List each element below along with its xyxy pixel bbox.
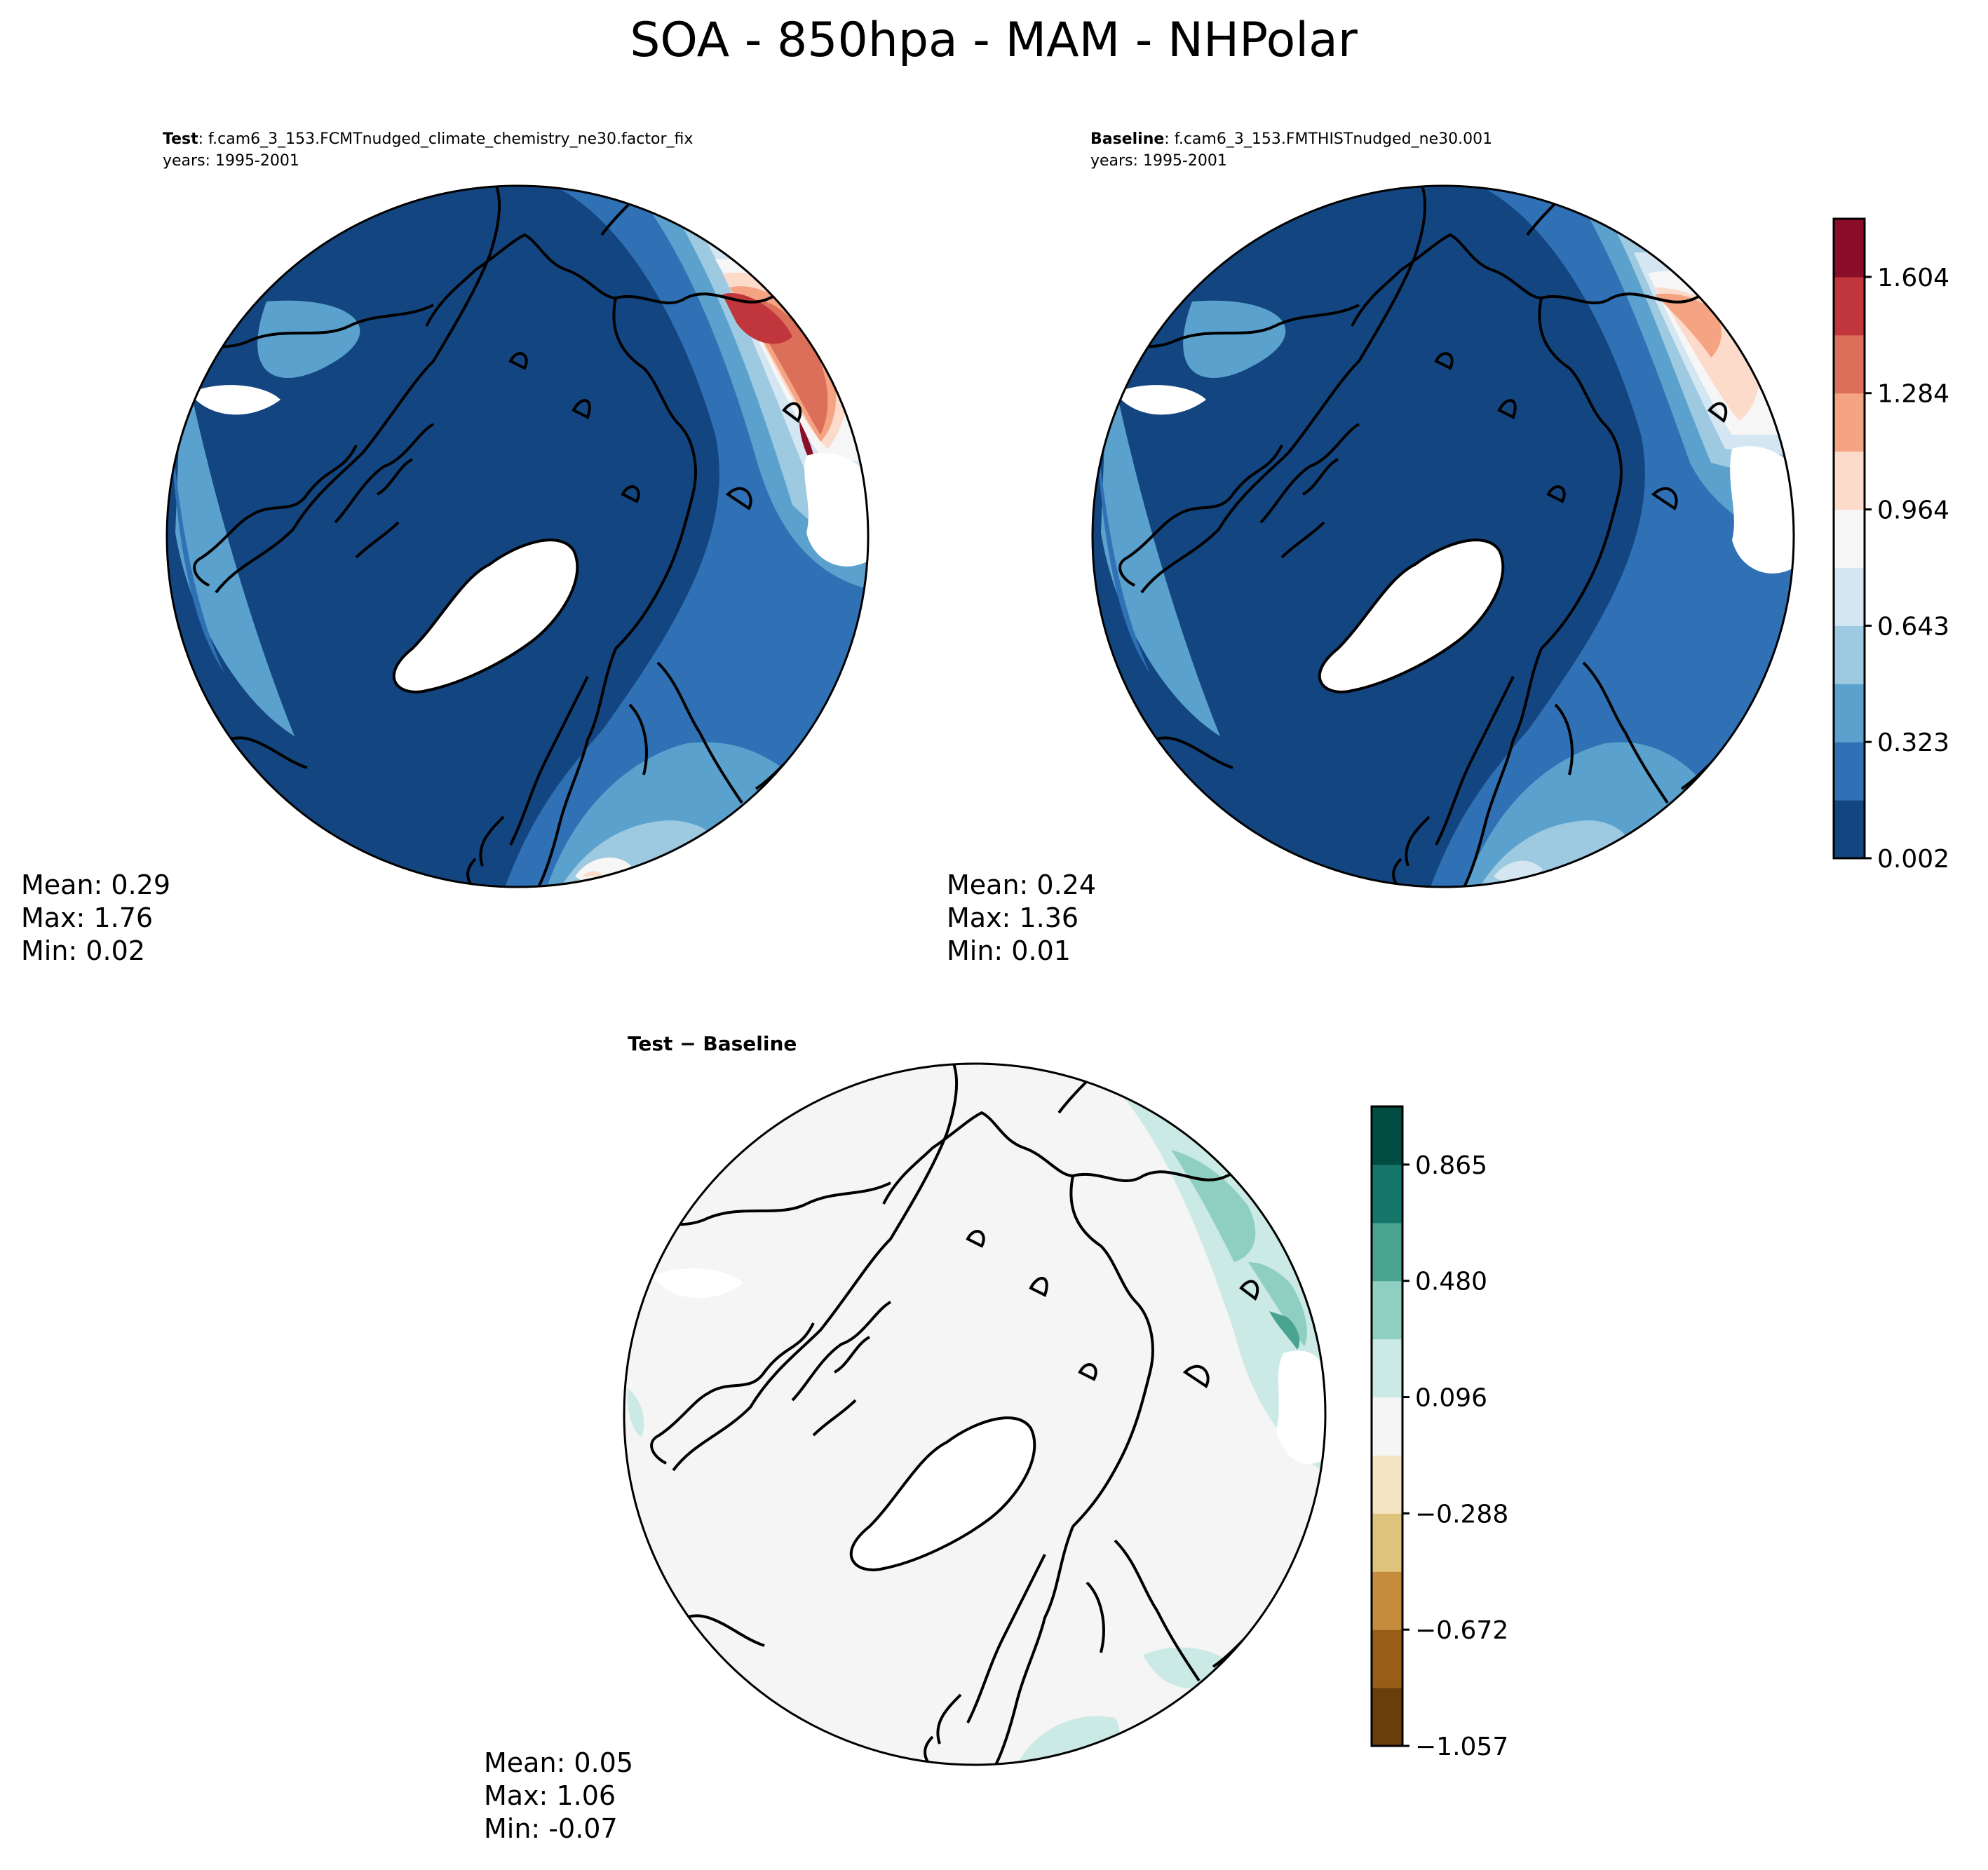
baseline-map-boundary	[1091, 184, 1795, 888]
main-colorbar-tick-label: 0.964	[1877, 496, 1949, 525]
test-label: Test: f.cam6_3_153.FCMTnudged_climate_ch…	[163, 130, 693, 148]
diff-colorbar-segment	[1372, 1280, 1402, 1340]
main-colorbar-segment	[1834, 742, 1865, 801]
main-colorbar-tick-label: 0.002	[1877, 845, 1949, 874]
diff-colorbar-tick-label: 0.865	[1415, 1151, 1487, 1180]
difference-max: Max: 1.06	[484, 1780, 616, 1811]
diff-colorbar-tick-label: −0.672	[1415, 1616, 1508, 1645]
diff-colorbar: −1.057 −0.672 −0.288 0.096 0.480 0.865	[1370, 1105, 1508, 1761]
baseline-max: Max: 1.36	[947, 902, 1078, 933]
main-colorbar-segment	[1834, 684, 1865, 743]
main-colorbar-segment	[1834, 567, 1865, 626]
baseline-panel: Baseline: f.cam6_3_153.FMTHISTnudged_ne3…	[947, 130, 1949, 966]
test-mean: Mean: 0.29	[21, 869, 170, 900]
diff-colorbar-segment	[1372, 1571, 1402, 1630]
diff-colorbar-tick-label: −1.057	[1415, 1733, 1508, 1761]
test-map	[167, 186, 868, 887]
baseline-map	[1093, 186, 1794, 887]
diff-colorbar-segment	[1372, 1164, 1402, 1224]
main-colorbar-segment	[1834, 393, 1865, 452]
main-colorbar-segment	[1834, 451, 1865, 510]
main-colorbar-tick-label: 0.643	[1877, 612, 1949, 641]
diff-colorbar-segment	[1372, 1339, 1402, 1398]
main-colorbar-tick-label: 1.604	[1877, 264, 1949, 292]
diff-colorbar-segment	[1372, 1688, 1402, 1747]
diff-colorbar-segment	[1372, 1630, 1402, 1688]
diff-colorbar-tick-label: 0.096	[1415, 1384, 1487, 1413]
baseline-mean: Mean: 0.24	[947, 869, 1096, 900]
baseline-label: Baseline: f.cam6_3_153.FMTHISTnudged_ne3…	[1090, 130, 1492, 148]
main-colorbar: 0.002 0.323 0.643 0.964 1.284 1.604	[1832, 217, 1949, 874]
test-panel: Test: f.cam6_3_153.FCMTnudged_climate_ch…	[21, 130, 870, 966]
main-colorbar-tick-label: 1.284	[1877, 380, 1949, 409]
main-colorbar-segment	[1834, 276, 1865, 336]
baseline-min: Min: 0.01	[947, 935, 1071, 966]
difference-map	[624, 1064, 1325, 1765]
main-colorbar-segment	[1834, 509, 1865, 568]
main-colorbar-segment	[1834, 625, 1865, 684]
difference-min: Min: -0.07	[484, 1813, 618, 1844]
diff-colorbar-segment	[1372, 1222, 1402, 1282]
diff-colorbar-tick-label: 0.480	[1415, 1268, 1487, 1296]
diff-colorbar-segment	[1372, 1513, 1402, 1572]
main-colorbar-segment	[1834, 334, 1865, 394]
diff-colorbar-segment	[1372, 1106, 1402, 1165]
main-colorbar-segment	[1834, 219, 1865, 278]
diff-colorbar-segment	[1372, 1397, 1402, 1456]
baseline-years: years: 1995-2001	[1090, 152, 1227, 170]
main-colorbar-segment	[1834, 800, 1865, 859]
test-years: years: 1995-2001	[163, 152, 299, 170]
diff-colorbar-frame	[1370, 1105, 1404, 1747]
difference-label: Test − Baseline	[628, 1032, 797, 1055]
diff-colorbar-tick-label: −0.288	[1415, 1500, 1508, 1529]
difference-mean: Mean: 0.05	[484, 1747, 633, 1778]
test-min: Min: 0.02	[21, 935, 145, 966]
diff-colorbar-segment	[1372, 1455, 1402, 1514]
test-max: Max: 1.76	[21, 902, 153, 933]
figure-title: SOA - 850hpa - MAM - NHPolar	[630, 13, 1358, 68]
difference-map-boundary	[623, 1062, 1327, 1766]
main-colorbar-frame	[1832, 217, 1866, 860]
test-map-boundary	[165, 184, 870, 888]
difference-panel: Test − Baseline Mean: 0.05 Max: 1.06 Min…	[484, 1032, 1508, 1844]
main-colorbar-tick-label: 0.323	[1877, 729, 1949, 757]
